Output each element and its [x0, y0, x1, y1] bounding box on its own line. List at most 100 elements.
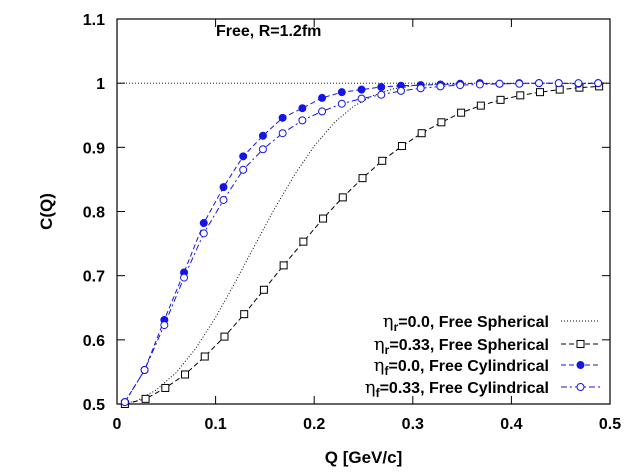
- data-point: [239, 165, 248, 174]
- series-2: [120, 82, 604, 408]
- data-point: [298, 104, 307, 113]
- data-point: [279, 261, 288, 270]
- series-line: [124, 82, 599, 403]
- data-point: [259, 285, 268, 294]
- data-point: [397, 142, 406, 151]
- legend-sub: f: [384, 364, 389, 378]
- data-point: [535, 88, 544, 97]
- data-point: [436, 82, 445, 91]
- data-point: [475, 80, 484, 89]
- data-point: [378, 156, 387, 165]
- legend-eta: η: [374, 355, 385, 376]
- data-point: [496, 95, 505, 104]
- data-point: [140, 365, 149, 374]
- legend-eta: η: [374, 334, 385, 355]
- legend-entry: ηr=0.33, Free Spherical: [374, 334, 600, 357]
- y-tick-label: 0.5: [83, 397, 105, 414]
- y-tick-label: 0.6: [83, 333, 105, 350]
- data-point: [278, 129, 287, 138]
- legend-entry: ηr=0.0, Free Spherical: [383, 311, 600, 334]
- data-point: [516, 91, 525, 100]
- annotation-text: Free, R=1.2fm: [216, 23, 321, 40]
- data-point: [535, 79, 544, 88]
- data-point: [298, 116, 307, 125]
- legend-rest: =0.0, Free Cylindrical: [388, 358, 549, 375]
- series-line: [124, 82, 599, 403]
- legend-sample-marker: [576, 361, 585, 369]
- data-point: [574, 79, 583, 88]
- data-point: [220, 332, 229, 341]
- data-point: [318, 93, 327, 102]
- data-point: [495, 79, 504, 88]
- data-point: [318, 107, 327, 116]
- data-point: [357, 85, 366, 94]
- legend-sample-marker: [576, 383, 585, 391]
- data-point: [180, 273, 189, 282]
- data-point: [199, 229, 208, 238]
- legend-label: ηf=0.33, Free Cylindrical: [365, 377, 549, 400]
- data-point: [141, 394, 150, 403]
- x-tick-label: 0: [113, 416, 122, 433]
- data-point: [594, 79, 603, 88]
- legend-label: ηr=0.0, Free Spherical: [383, 311, 549, 334]
- y-tick-label: 1: [96, 76, 105, 93]
- series-4: [120, 79, 603, 407]
- series-line: [121, 83, 453, 405]
- data-point: [160, 321, 169, 330]
- data-point: [515, 79, 524, 88]
- data-point: [337, 88, 346, 97]
- x-axis-label: Q [GeV/c]: [325, 448, 402, 467]
- legend-eta: η: [365, 377, 376, 398]
- legend-rest: =0.0, Free Spherical: [398, 314, 549, 331]
- x-tick-label: 0.1: [204, 416, 226, 433]
- legend-entry: ηf=0.33, Free Cylindrical: [365, 377, 600, 400]
- data-point: [199, 219, 208, 228]
- series-line: [124, 85, 600, 405]
- y-tick-label: 0.9: [83, 140, 105, 157]
- legend-sample-marker: [576, 340, 585, 348]
- data-point: [161, 383, 170, 392]
- x-tick-label: 0.4: [500, 416, 522, 433]
- legend-entry: ηf=0.0, Free Cylindrical: [374, 355, 600, 378]
- y-tick-label: 0.7: [83, 269, 105, 286]
- y-tick-label: 0.8: [83, 205, 105, 222]
- y-axis-label: C(Q): [37, 193, 56, 230]
- data-point: [456, 81, 465, 90]
- x-tick-label: 0.2: [303, 416, 325, 433]
- legend-sub: r: [385, 343, 390, 357]
- legend-label: ηf=0.0, Free Cylindrical: [374, 355, 549, 378]
- series-1: [121, 83, 453, 405]
- x-tick-label: 0.3: [402, 416, 424, 433]
- data-point: [240, 310, 249, 319]
- data-point: [337, 99, 346, 108]
- data-point: [476, 101, 485, 110]
- data-point: [357, 94, 366, 103]
- data-point: [181, 370, 190, 379]
- data-point: [358, 174, 367, 183]
- legend-sub: r: [394, 320, 399, 334]
- y-tick-label: 1.1: [83, 12, 105, 29]
- data-point: [457, 108, 466, 117]
- data-point: [377, 90, 386, 99]
- legend-rest: =0.33, Free Cylindrical: [380, 380, 549, 397]
- data-point: [299, 237, 308, 246]
- data-point: [239, 152, 248, 161]
- legend-label: ηr=0.33, Free Spherical: [374, 334, 549, 357]
- legend-rest: =0.33, Free Spherical: [389, 337, 549, 354]
- legend-sub: f: [376, 386, 381, 400]
- x-tick-label: 0.5: [599, 416, 621, 433]
- data-point: [258, 131, 267, 140]
- data-point: [377, 83, 386, 92]
- data-point: [120, 398, 129, 407]
- data-point: [219, 195, 228, 204]
- legend-eta: η: [383, 311, 394, 332]
- data-point: [219, 183, 228, 192]
- data-point: [319, 214, 328, 223]
- data-point: [437, 118, 446, 127]
- data-point: [258, 145, 267, 154]
- data-point: [278, 113, 287, 122]
- data-point: [416, 84, 425, 93]
- data-point: [200, 352, 209, 361]
- data-point: [554, 79, 563, 88]
